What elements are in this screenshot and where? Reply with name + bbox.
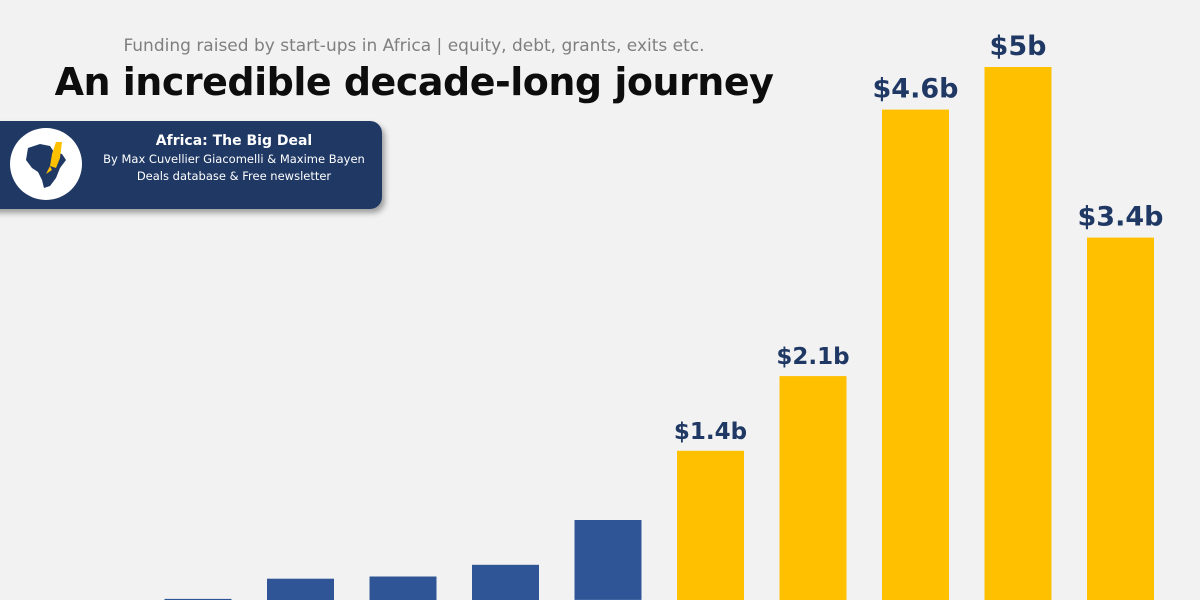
bar-label-10: $3.4b bbox=[1078, 202, 1164, 233]
bar-label-9: $5b bbox=[990, 31, 1047, 62]
bar-10 bbox=[1087, 237, 1154, 600]
bar-2 bbox=[267, 578, 334, 600]
badge-authors: By Max Cuvellier Giacomelli & Maxime Bay… bbox=[103, 152, 365, 166]
badge-tagline: Deals database & Free newsletter bbox=[136, 169, 332, 183]
chart-title: An incredible decade-long journey bbox=[54, 60, 774, 104]
bar-4 bbox=[472, 564, 539, 600]
bar-5 bbox=[574, 520, 642, 600]
chart-subtitle: Funding raised by start-ups in Africa | … bbox=[123, 36, 705, 56]
bar-1 bbox=[164, 598, 232, 600]
bar-8 bbox=[882, 109, 949, 600]
bar-3 bbox=[369, 576, 437, 600]
badge-title: Africa: The Big Deal bbox=[155, 133, 313, 149]
bar-6 bbox=[677, 450, 744, 600]
bar-label-6: $1.4b bbox=[674, 419, 747, 445]
bar-label-8: $4.6b bbox=[873, 74, 959, 105]
bar-label-7: $2.1b bbox=[776, 344, 849, 370]
bar-7 bbox=[779, 376, 847, 600]
africa-rocket-icon bbox=[10, 128, 82, 200]
bar-9 bbox=[984, 67, 1052, 600]
brand-badge[interactable]: Africa: The Big Deal By Max Cuvellier Gi… bbox=[0, 121, 382, 209]
